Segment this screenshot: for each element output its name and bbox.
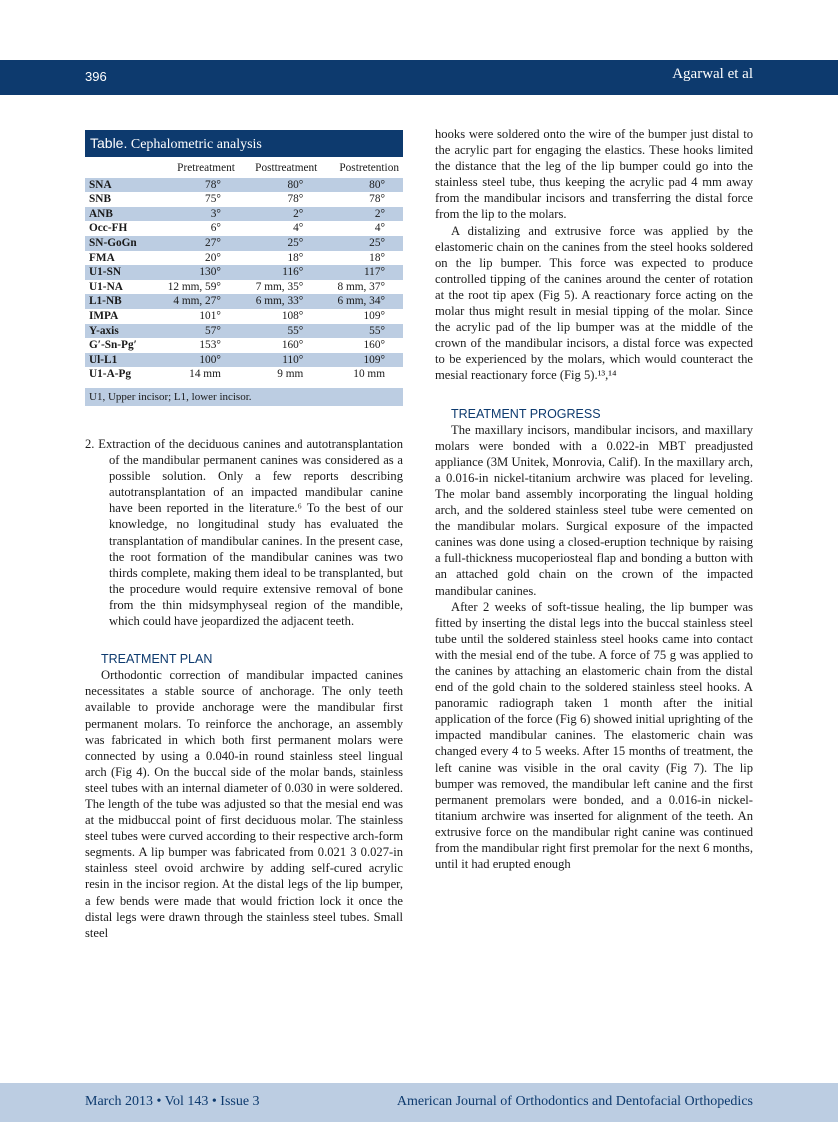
row-label: SNA: [85, 177, 151, 193]
table-row: Y-axis 57° 55° 55°: [85, 323, 403, 339]
cell-value: 160°: [363, 339, 385, 352]
section-heading-treatment-plan: TREATMENT PLAN: [101, 652, 213, 667]
cell-value: 101°: [199, 309, 221, 322]
cell-value: 7 mm, 35°: [255, 280, 304, 293]
cell-value: 20°: [205, 251, 221, 264]
cell-value: 18°: [369, 251, 385, 264]
cell-value: 10 mm: [353, 368, 385, 381]
cell-value: 116°: [238, 265, 322, 280]
table-row: Ul-L1 100° 110° 109°: [85, 352, 403, 368]
table-row: ANB 3° 2° 2°: [85, 206, 403, 222]
table-row: U1-NA 12 mm, 59° 7 mm, 35° 8 mm, 37°: [85, 280, 403, 295]
paragraph: hooks were soldered onto the wire of the…: [435, 127, 753, 222]
cell-value: 3°: [150, 206, 239, 222]
table-row: SNA 78° 80° 80°: [85, 177, 403, 193]
cell-value: 4°: [374, 222, 385, 235]
table-row: SNB 75° 78° 78°: [85, 192, 403, 207]
table-row: FMA 20° 18° 18°: [85, 251, 403, 266]
table-row: U1-SN 130° 116° 117°: [85, 265, 403, 280]
cell-value: 109°: [321, 352, 403, 368]
issue-info: March 2013 • Vol 143 • Issue 3: [85, 1094, 260, 1109]
cell-value: 2°: [321, 206, 403, 222]
cell-value: 9 mm: [277, 368, 304, 381]
table-title: Cephalometric analysis: [130, 137, 262, 152]
row-label: SN-GoGn: [85, 235, 151, 251]
cell-value: 55°: [238, 323, 322, 339]
row-label: G′-Sn-Pg′: [89, 339, 137, 352]
journal-name: American Journal of Orthodontics and Den…: [396, 1094, 753, 1109]
paragraph: Orthodontic correction of mandibular imp…: [85, 668, 403, 940]
column-header: Postretention: [339, 162, 399, 174]
row-label: FMA: [89, 251, 115, 264]
running-footer: March 2013 • Vol 143 • Issue 3 American …: [0, 1083, 838, 1122]
paragraph: After 2 weeks of soft-tissue healing, th…: [435, 599, 753, 872]
cell-value: 55°: [321, 323, 403, 339]
table-row: L1-NB 4 mm, 27° 6 mm, 33° 6 mm, 34°: [85, 294, 403, 309]
page-number: 396: [85, 69, 107, 84]
cell-value: 2°: [238, 206, 322, 222]
row-label: IMPA: [89, 309, 119, 322]
table-row: U1-A-Pg 14 mm 9 mm 10 mm: [85, 367, 403, 382]
cephalometric-table: Table. Cephalometric analysis Pretreatme…: [85, 130, 403, 406]
cell-value: 100°: [150, 352, 239, 368]
right-column: hooks were soldered onto the wire of the…: [435, 126, 753, 872]
paragraph: A distalizing and extrusive force was ap…: [435, 223, 753, 383]
cell-value: 153°: [199, 339, 221, 352]
table-label: Table.: [90, 135, 128, 151]
table-footnote: U1, Upper incisor; L1, lower incisor.: [85, 387, 403, 406]
cell-value: 108°: [281, 309, 304, 322]
cell-value: 80°: [321, 177, 403, 193]
row-label: SNB: [89, 193, 111, 206]
column-header: Pretreatment: [177, 162, 235, 174]
cell-value: 12 mm, 59°: [167, 280, 221, 293]
table-row: Occ-FH 6° 4° 4°: [85, 221, 403, 236]
row-label: L1-NB: [85, 294, 151, 309]
cell-value: 78°: [369, 193, 385, 206]
row-label: U1-A-Pg: [89, 368, 132, 381]
row-label: Y-axis: [85, 323, 151, 339]
table-row: IMPA 101° 108° 109°: [85, 309, 403, 324]
cell-value: 57°: [150, 323, 239, 339]
table-row: G′-Sn-Pg′ 153° 160° 160°: [85, 338, 403, 353]
list-item-2: 2. Extraction of the deciduous canines a…: [85, 437, 403, 629]
cell-value: 6 mm, 34°: [321, 294, 403, 309]
table-header-row: Pretreatment Posttreatment Postretention: [85, 157, 403, 178]
table-caption: Table. Cephalometric analysis: [85, 130, 403, 157]
cell-value: 160°: [281, 339, 304, 352]
cell-value: 25°: [321, 235, 403, 251]
cell-value: 18°: [287, 251, 304, 264]
cell-value: 75°: [205, 193, 221, 206]
table-row: SN-GoGn 27° 25° 25°: [85, 235, 403, 251]
cell-value: 4 mm, 27°: [150, 294, 239, 309]
column-header: [85, 157, 151, 178]
cell-value: 130°: [150, 265, 239, 280]
cell-value: 117°: [321, 265, 403, 280]
cell-value: 78°: [150, 177, 239, 193]
cell-value: 14 mm: [189, 368, 221, 381]
cell-value: 6°: [210, 222, 221, 235]
cell-value: 8 mm, 37°: [337, 280, 385, 293]
cell-value: 27°: [150, 235, 239, 251]
cell-value: 4°: [293, 222, 304, 235]
cell-value: 80°: [238, 177, 322, 193]
running-authors: Agarwal et al: [672, 66, 753, 82]
row-label: Occ-FH: [89, 222, 128, 235]
cell-value: 6 mm, 33°: [238, 294, 322, 309]
cell-value: 109°: [363, 309, 385, 322]
paragraph: The maxillary incisors, mandibular incis…: [435, 422, 753, 598]
running-header: 396 Agarwal et al: [0, 60, 838, 95]
row-label: U1-NA: [89, 280, 123, 293]
cell-value: 110°: [238, 352, 322, 368]
column-header: Posttreatment: [255, 162, 318, 174]
left-column: 2. Extraction of the deciduous canines a…: [85, 436, 403, 941]
row-label: U1-SN: [85, 265, 151, 280]
row-label: Ul-L1: [85, 352, 151, 368]
section-heading-treatment-progress: TREATMENT PROGRESS: [451, 406, 601, 421]
cell-value: 25°: [238, 235, 322, 251]
row-label: ANB: [85, 206, 151, 222]
cell-value: 78°: [287, 193, 304, 206]
